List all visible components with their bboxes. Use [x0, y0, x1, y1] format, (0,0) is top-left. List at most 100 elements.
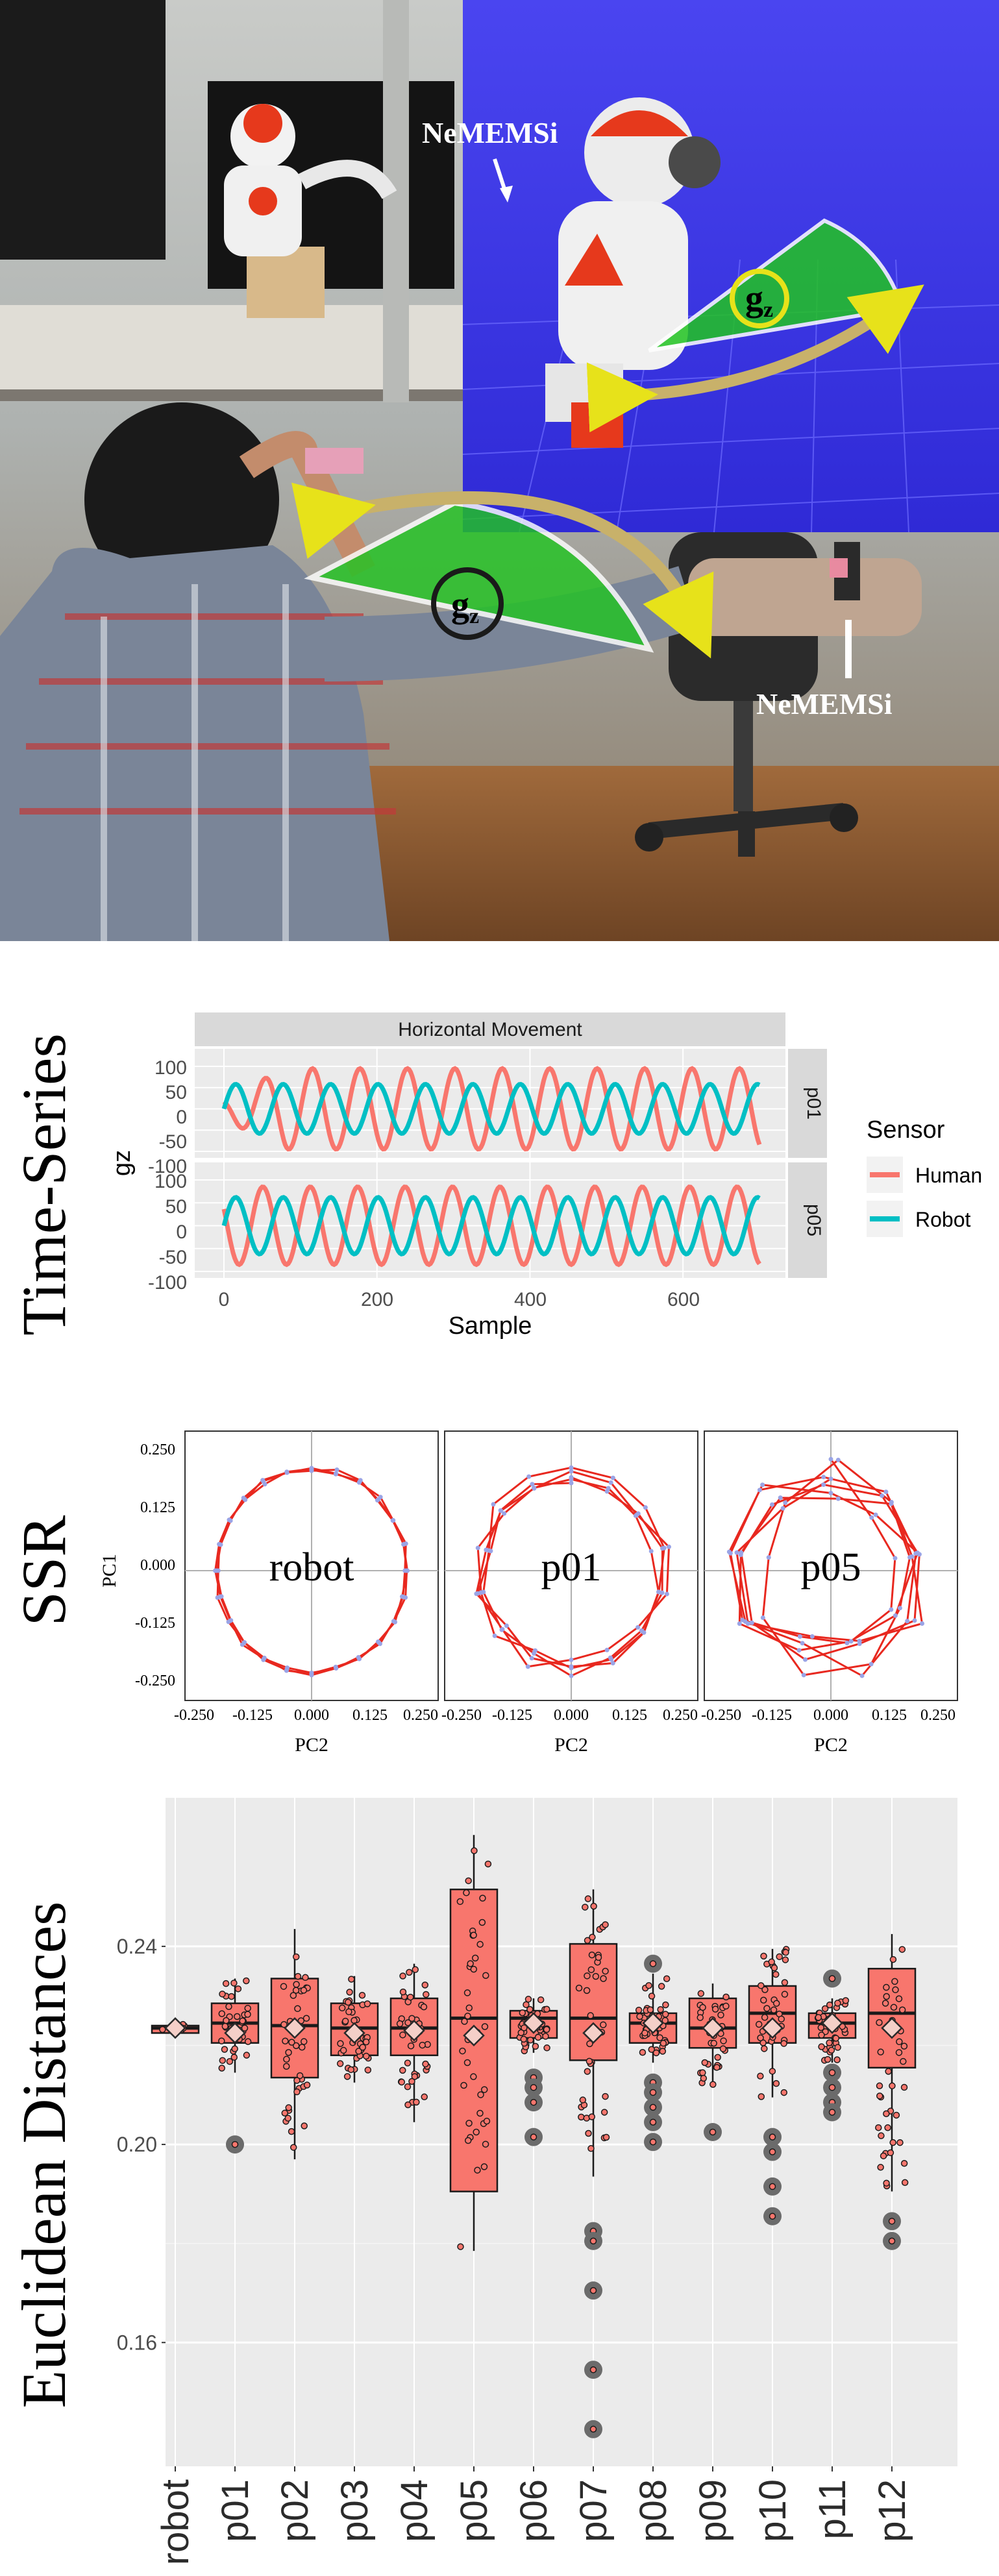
y-tick-p05-neg50: -50: [159, 1247, 187, 1268]
box-jitter-point: [880, 2152, 887, 2159]
box-jitter-point: [900, 2160, 908, 2167]
ssr-x-tick-robot-2: 0.000: [294, 1707, 329, 1724]
facet-strip-p05: [788, 1162, 827, 1278]
ssr-point: [532, 1651, 537, 1656]
ssr-point: [915, 1551, 920, 1556]
box-jitter-point: [519, 2009, 526, 2017]
box-jitter-point: [722, 1993, 730, 2001]
box-jitter-point: [345, 2008, 352, 2015]
ssr-point: [333, 1471, 338, 1477]
box-jitter-point: [714, 2054, 721, 2061]
ssr-point: [796, 1648, 802, 1653]
box-jitter-point: [302, 2015, 310, 2022]
box-jitter-point: [526, 2037, 534, 2044]
human-gz-label: gz: [451, 585, 479, 628]
ssr-point: [530, 1482, 535, 1487]
y-tick-p05-neg100: -100: [148, 1272, 187, 1294]
box-jitter-point: [465, 2120, 473, 2127]
box-y-tick-016: 0.16: [117, 2331, 157, 2354]
ssr-point: [499, 1508, 504, 1514]
box-jitter-point: [474, 2166, 481, 2174]
box-outlier-point: [769, 2183, 776, 2190]
ssr-point: [218, 1542, 223, 1547]
ssr-point: [797, 1634, 802, 1639]
box-jitter-point: [532, 2042, 539, 2050]
ssr-label-robot: robot: [269, 1545, 354, 1589]
box-jitter-point: [582, 1904, 589, 1911]
box-jitter-point: [590, 1902, 597, 1910]
y-tick-p01-neg100: -100: [148, 1156, 187, 1177]
box-jitter-point: [717, 2011, 724, 2018]
box-jitter-point: [834, 2000, 841, 2007]
shelf-pole: [383, 0, 409, 402]
ssr-point: [391, 1619, 397, 1624]
box-outlier-point: [828, 1975, 836, 1982]
box-mean-marker: [164, 2017, 186, 2039]
ssr-point: [492, 1633, 497, 1638]
box-p10: [748, 1946, 797, 2472]
box-jitter-point: [877, 2164, 884, 2171]
box-jitter-point: [602, 1967, 609, 1975]
box-jitter-point: [588, 2113, 595, 2120]
ssr-point: [214, 1568, 219, 1573]
ssr-point: [376, 1497, 381, 1502]
box-jitter-point: [772, 2079, 780, 2087]
ssr-point: [486, 1548, 491, 1553]
nemems-label-bottom: NeMEMSi: [756, 687, 893, 720]
ssr-point: [284, 1667, 290, 1673]
ssr-point: [667, 1544, 672, 1549]
category-label-p12: p12: [871, 2479, 913, 2542]
box-jitter-point: [778, 2015, 785, 2023]
box-jitter-point: [584, 2068, 591, 2075]
box-jitter-point: [600, 2021, 607, 2028]
ssr-point: [760, 1482, 765, 1488]
ssr-point: [241, 1495, 246, 1501]
box-jitter-point: [399, 1972, 406, 1980]
box-p04: [389, 1963, 439, 2472]
box-jitter-point: [757, 2034, 764, 2042]
box-jitter-point: [482, 2141, 489, 2148]
ssr-point: [800, 1641, 805, 1646]
box-jitter-point: [284, 2115, 291, 2122]
box-jitter-point: [362, 2052, 370, 2060]
box-jitter-point: [517, 2029, 525, 2037]
ssr-point: [869, 1515, 874, 1520]
box-outlier-point: [649, 2089, 657, 2096]
box-jitter-point: [476, 1941, 484, 1948]
box-jitter-point: [218, 2065, 225, 2072]
box-jitter-point: [579, 2096, 587, 2104]
ssr-x-tick-p01-0: -0.250: [441, 1707, 482, 1724]
ssr-x-tick-p05-0: -0.250: [701, 1707, 741, 1724]
photo-illustration: gz gz NeMEMSi NeMEMSi: [0, 0, 999, 941]
box-jitter-point: [294, 1972, 302, 1980]
box-jitter-point: [895, 2049, 903, 2056]
ssr-point: [889, 1607, 894, 1612]
box-jitter-point: [281, 2109, 289, 2117]
box-outlier-point: [649, 2104, 657, 2111]
x-tick-600: 600: [667, 1289, 700, 1310]
ssr-point: [532, 1486, 537, 1491]
box-jitter-point: [226, 2057, 234, 2065]
ssr-point: [757, 1488, 762, 1493]
box-jitter-point: [828, 2046, 835, 2054]
box-outlier-point: [649, 2139, 657, 2146]
box-jitter-point: [292, 1987, 300, 1994]
box-jitter-point: [781, 1991, 789, 1998]
box-jitter-point: [883, 2110, 890, 2117]
box-jitter-point: [423, 1991, 430, 1998]
box-jitter-point: [219, 1991, 226, 1998]
box-jitter-point: [464, 2013, 471, 2020]
box-outlier-point: [649, 2118, 657, 2126]
box-outlier-point: [769, 2213, 776, 2220]
box-outlier-point: [530, 2098, 537, 2106]
y-tick-p01-50: 50: [166, 1082, 187, 1103]
box-jitter-point: [876, 2018, 883, 2026]
box-jitter-point: [834, 2044, 841, 2051]
ssr-x-tick-p05-1: -0.125: [752, 1707, 792, 1724]
box-jitter-point: [595, 1954, 602, 1961]
box-jitter-point: [661, 2011, 669, 2018]
box-jitter-point: [826, 2039, 833, 2046]
box-p09: [688, 1983, 737, 2472]
box-jitter-point: [662, 2001, 669, 2009]
box-outlier-point: [709, 2128, 717, 2136]
